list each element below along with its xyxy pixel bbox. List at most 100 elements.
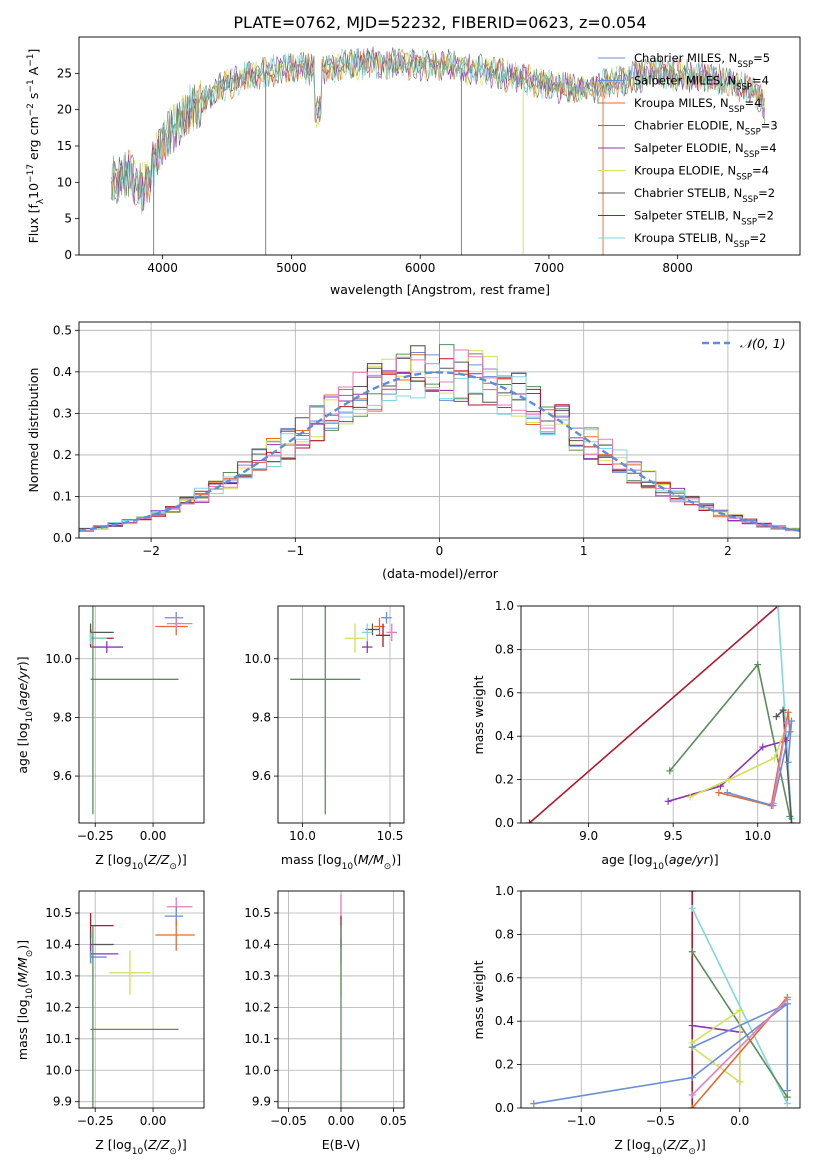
weight-point: [715, 789, 723, 797]
weight-point: [774, 606, 782, 610]
figure-title: PLATE=0762, MJD=52232, FIBERID=0623, z=0…: [233, 13, 646, 32]
weight-point: [759, 743, 767, 751]
x-tick-label: −0.05: [270, 1114, 307, 1128]
x-axis-label: Z [log10(Z/Z⊙)]: [614, 1137, 705, 1157]
weight-point: [688, 904, 696, 912]
axes-frame: [277, 605, 405, 824]
weight-series-line: [528, 606, 779, 823]
x-axis-label: Z [log10(Z/Z⊙)]: [95, 852, 186, 872]
x-tick-label: 5000: [276, 261, 307, 275]
legend-label: Kroupa MILES, NSSP=4: [634, 96, 761, 115]
panel-age_vs_Z: −0.25 0.00 9.6 9.8 10.0 Z [log10(Z/Z⊙)] age [l…: [15, 605, 205, 872]
x-axis-label: Z [log10(Z/Z⊙)]: [95, 1137, 186, 1157]
y-tick-label: 1.0: [495, 884, 514, 898]
weight-series-line: [727, 720, 793, 807]
weight-point: [736, 1006, 744, 1014]
y-tick-label: 10.1: [45, 1032, 72, 1046]
weight-series-line: [691, 1003, 788, 1048]
weight-point: [688, 891, 696, 895]
weight-point: [530, 1100, 538, 1108]
legend-label: Salpeter STELIB, NSSP=2: [634, 209, 774, 228]
panel-residuals: −2 −1 0 1 2 0.0 0.1 0.2 0.3 0.4 0.5 (data-model)/er…: [26, 321, 801, 581]
weight-point: [783, 1100, 791, 1108]
legend-label: Chabrier STELIB, NSSP=2: [634, 186, 775, 205]
x-tick-label: 8000: [662, 261, 693, 275]
weight-series-line: [691, 998, 788, 1096]
x-tick-label: 1: [580, 544, 588, 558]
y-tick-label: 10.4: [244, 937, 271, 951]
y-tick-label: 10.0: [45, 1063, 72, 1077]
spectrum-line: [110, 47, 766, 202]
weight-point: [688, 1022, 696, 1030]
legend-label: Kroupa ELODIE, NSSP=4: [634, 164, 769, 183]
weight-point: [769, 799, 777, 807]
y-tick-label: 9.9: [252, 1095, 271, 1109]
y-tick-label: 0.6: [495, 971, 514, 985]
weight-point: [525, 819, 533, 823]
x-tick-label: 10.5: [377, 829, 404, 843]
weight-series-line: [718, 712, 791, 807]
y-tick-label: 5: [64, 212, 72, 226]
panel-mass_vs_ebv: −0.05 0.00 0.05 9.9 10.0 10.1 10.2 10.3 10.4 10.5…: [244, 890, 407, 1152]
x-axis-label: E(B-V): [322, 1137, 361, 1152]
y-tick-label: 10.2: [244, 1000, 271, 1014]
x-tick-label: 9.0: [579, 829, 598, 843]
y-tick-label: 0.0: [495, 816, 514, 830]
weight-point: [779, 706, 787, 714]
x-tick-label: −0.25: [77, 1114, 114, 1128]
x-tick-label: 0: [436, 544, 444, 558]
x-tick-label: 0.05: [380, 1114, 407, 1128]
x-tick-label: 6000: [405, 261, 436, 275]
x-tick-label: −0.25: [77, 829, 114, 843]
y-tick-label: 10.3: [244, 969, 271, 983]
plot-area: [110, 46, 766, 255]
legend-label: Kroupa STELIB, NSSP=2: [634, 231, 766, 250]
x-tick-label: −1: [286, 544, 304, 558]
y-tick-label: 15: [57, 139, 72, 153]
x-tick-label: 4000: [147, 261, 178, 275]
y-tick-label: 0.2: [495, 1058, 514, 1072]
weight-point: [771, 754, 779, 762]
weight-point: [783, 996, 791, 1003]
y-tick-label: 10.0: [244, 1063, 271, 1077]
weight-point: [786, 812, 794, 820]
x-axis-label: (data-model)/error: [382, 566, 499, 581]
histogram-line: [79, 368, 800, 531]
normal-curve: [79, 371, 800, 532]
y-axis-label: Flux [fλ10−17 erg cm−2 s−1 A−1]: [26, 49, 46, 244]
panel-massweight_vs_Z: −1.0 −0.5 0.0 0.0 0.2 0.4 0.6 0.8 1.0 Z [log10(Z/…: [471, 884, 801, 1157]
weight-point: [666, 767, 674, 775]
legend-label: Chabrier MILES, NSSP=5: [634, 51, 770, 70]
x-tick-label: 9.5: [664, 829, 683, 843]
axes-frame: [520, 890, 801, 1109]
y-tick-label: 10.3: [45, 969, 72, 983]
y-tick-label: 9.6: [252, 769, 271, 783]
axes-frame: [520, 605, 801, 824]
x-tick-label: 10.0: [744, 829, 771, 843]
weight-point: [784, 758, 792, 766]
weight-point: [783, 1093, 791, 1101]
spectrum-line: [110, 49, 766, 204]
plot-area: [89, 606, 193, 815]
plot-area: [290, 606, 397, 815]
y-tick-label: 0.0: [495, 1101, 514, 1115]
axes-frame: [78, 36, 801, 256]
x-tick-label: 0.00: [328, 1114, 355, 1128]
x-tick-label: −2: [142, 544, 160, 558]
y-tick-label: 0.8: [495, 642, 514, 656]
plot-area: [530, 891, 791, 1108]
x-tick-label: −1.0: [567, 1114, 596, 1128]
plot-area: [525, 606, 796, 823]
weight-point: [736, 1078, 744, 1086]
y-tick-label: 0.4: [53, 365, 72, 379]
y-tick-label: 9.8: [53, 710, 72, 724]
y-tick-label: 0.2: [495, 773, 514, 787]
weight-point: [788, 819, 796, 823]
y-tick-label: 0: [64, 248, 72, 262]
panel-mass_vs_Z: −0.25 0.00 9.9 10.0 10.1 10.2 10.3 10.4 10.5 Z [l…: [15, 890, 205, 1157]
y-tick-label: 0.2: [53, 448, 72, 462]
weight-point: [688, 948, 696, 956]
weight-point: [688, 1043, 696, 1051]
legend-label: Chabrier ELODIE, NSSP=3: [634, 119, 778, 138]
weight-point: [686, 793, 694, 801]
